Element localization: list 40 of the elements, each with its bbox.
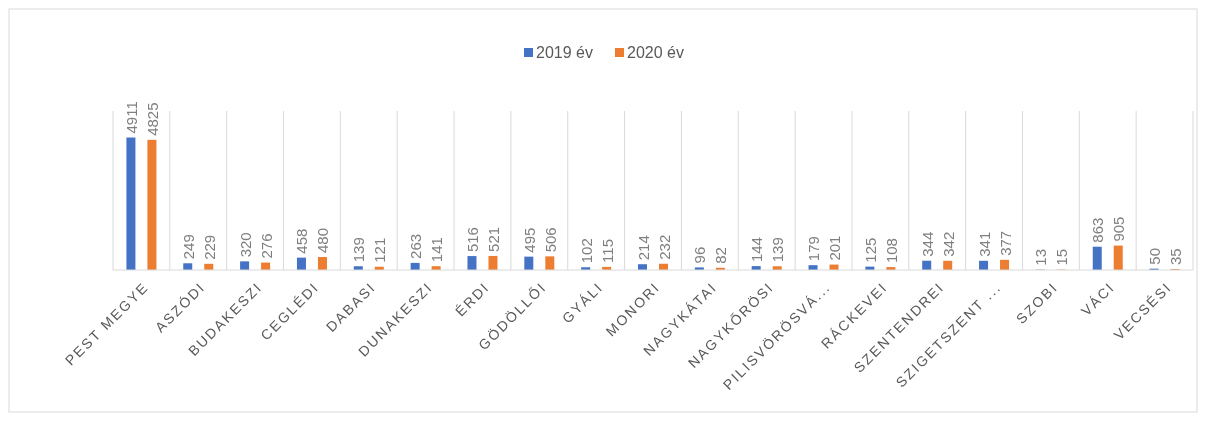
data-label: 121 [371, 237, 389, 263]
data-label: 506 [541, 227, 559, 253]
legend-label: 2019 év [536, 44, 593, 61]
data-label: 341 [975, 231, 993, 257]
data-label: 102 [577, 238, 595, 264]
data-label: 863 [1089, 217, 1107, 243]
data-label: 377 [996, 230, 1014, 256]
data-label: 96 [691, 246, 709, 264]
data-label: 344 [918, 231, 936, 257]
data-label: 139 [769, 237, 787, 263]
data-label: 4911 [122, 101, 140, 134]
data-label: 458 [293, 228, 311, 254]
data-label: 115 [598, 238, 616, 263]
data-label: 139 [350, 237, 368, 263]
data-label: 4825 [143, 102, 161, 136]
legend-label: 2020 év [627, 44, 684, 61]
data-label: 232 [655, 234, 673, 260]
data-label: 108 [882, 238, 900, 264]
data-label: 144 [748, 237, 766, 263]
data-label: 521 [484, 226, 502, 252]
data-label: 342 [939, 231, 957, 257]
data-label: 13 [1032, 248, 1050, 266]
data-label: 320 [236, 232, 254, 258]
data-label: 249 [179, 234, 197, 260]
data-label: 516 [463, 227, 481, 253]
data-label: 125 [861, 237, 879, 263]
data-label: 276 [257, 233, 275, 259]
data-label: 263 [407, 233, 425, 259]
data-label: 82 [712, 247, 730, 264]
data-label: 214 [634, 235, 652, 261]
data-label: 179 [805, 236, 823, 262]
data-label: 229 [200, 234, 218, 260]
data-label: 35 [1167, 248, 1185, 266]
data-label: 141 [428, 237, 446, 263]
data-label: 201 [826, 235, 844, 261]
data-label: 495 [520, 227, 538, 253]
data-label: 905 [1110, 216, 1128, 242]
data-label: 50 [1146, 247, 1164, 265]
data-label: 15 [1053, 248, 1071, 266]
data-label: 480 [314, 228, 332, 254]
